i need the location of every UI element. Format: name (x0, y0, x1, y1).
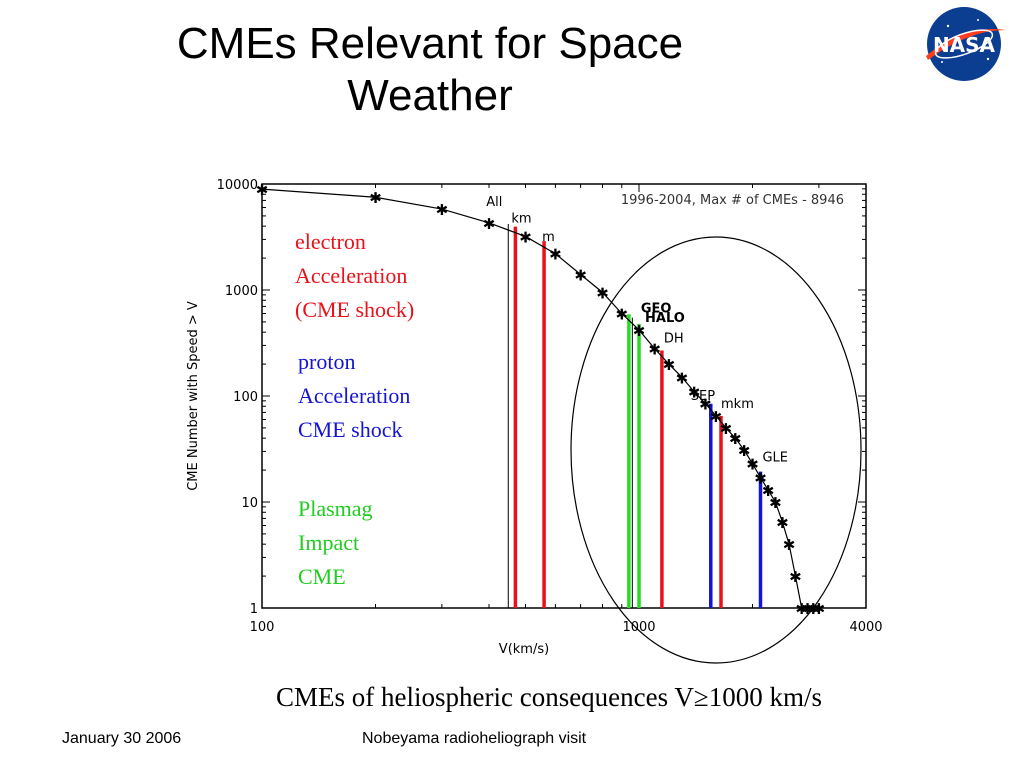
plasmag-label-line: Impact (298, 530, 360, 555)
threshold-label: m (542, 230, 555, 245)
x-tick-label: 1000 (622, 620, 655, 635)
electron-label-line: electron (295, 229, 366, 254)
threshold-label: GLE (762, 451, 788, 466)
data-point: ✱ (483, 215, 496, 233)
data-point: ✱ (783, 536, 796, 554)
nasa-logo: NASA (926, 7, 1006, 81)
data-point: ✱ (699, 395, 712, 413)
footer-date: January 30 2006 (62, 730, 182, 747)
data-point: ✱ (813, 600, 826, 618)
slide-title: CMEs Relevant for Space Weather (176, 19, 684, 120)
plasmag-label-line: CME (298, 564, 346, 589)
threshold-label: km (511, 212, 531, 227)
x-tick-label: 100 (250, 620, 275, 635)
threshold-label: GEO (641, 301, 672, 316)
data-point: ✱ (762, 482, 775, 500)
data-point: ✱ (801, 600, 814, 618)
threshold-label: DH (664, 332, 684, 347)
y-tick-label: 10 (241, 496, 258, 511)
data-point: ✱ (776, 514, 789, 532)
data-point: ✱ (746, 456, 759, 474)
electron-label-line: Acceleration (295, 263, 408, 288)
data-point: ✱ (633, 322, 646, 340)
proton-label-line: CME shock (298, 417, 403, 442)
chart-title: 1996-2004, Max # of CMEs - 8946 (621, 193, 844, 208)
data-point: ✱ (795, 600, 808, 618)
data-point: ✱ (807, 600, 820, 618)
x-tick-label: 4000 (849, 620, 882, 635)
plasmag-impact-label: Plasmag Impact CME (298, 492, 373, 594)
data-point: ✱ (688, 384, 701, 402)
y-tick-label: 1000 (225, 284, 258, 299)
nasa-logo-text: NASA (933, 33, 996, 57)
plasmag-label-line: Plasmag (298, 496, 373, 521)
threshold-label: All (486, 195, 502, 210)
threshold-label: mkm (721, 397, 754, 412)
data-point: ✱ (754, 470, 767, 488)
data-point: ✱ (676, 369, 689, 387)
data-point: ✱ (648, 341, 661, 359)
x-axis-label: V(km/s) (499, 642, 549, 657)
data-point: ✱ (710, 408, 723, 426)
data-point: ✱ (549, 246, 562, 264)
data-point: ✱ (663, 356, 676, 374)
proton-label-line: proton (298, 349, 356, 374)
highlight-ellipse (570, 236, 862, 664)
slide-caption: CMEs of heliospheric consequences V≥1000… (276, 682, 822, 712)
threshold-label: HALO (645, 311, 685, 326)
proton-acceleration-label: proton Acceleration CME shock (298, 345, 410, 447)
data-point: ✱ (436, 201, 449, 219)
data-point: ✱ (596, 284, 609, 302)
data-point: ✱ (738, 442, 751, 460)
y-tick-label: 10000 (217, 178, 258, 193)
y-tick-label: 100 (233, 390, 258, 405)
proton-label-line: Acceleration (298, 383, 411, 408)
cdf-curve (261, 188, 819, 609)
data-point: ✱ (769, 494, 782, 512)
data-point: ✱ (519, 228, 532, 246)
electron-label-line: (CME shock) (295, 297, 415, 322)
y-axis-label: CME Number with Speed > V (186, 301, 201, 491)
data-point: ✱ (720, 420, 733, 438)
data-point: ✱ (256, 181, 269, 199)
electron-acceleration-label: electron Acceleration (CME shock) (295, 225, 414, 327)
data-point: ✱ (729, 430, 742, 448)
footer-event: Nobeyama radioheliograph visit (362, 730, 587, 747)
data-point: ✱ (369, 189, 382, 207)
data-point: ✱ (789, 568, 802, 586)
threshold-label: SEP (691, 389, 715, 404)
data-point: ✱ (615, 306, 628, 324)
data-point: ✱ (574, 267, 587, 285)
y-tick-label: 1 (250, 602, 258, 617)
